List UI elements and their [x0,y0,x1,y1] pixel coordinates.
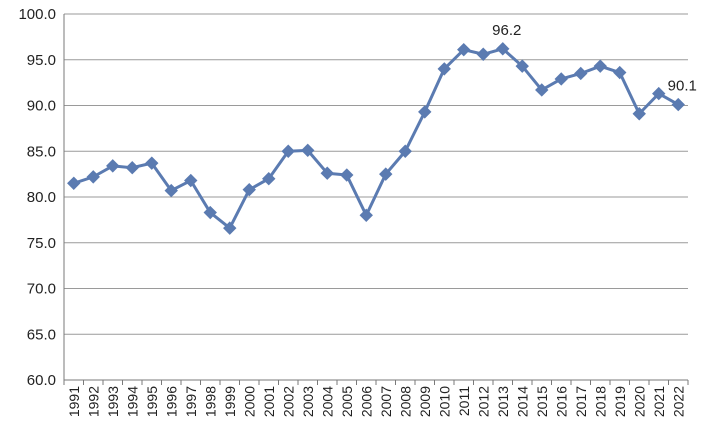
x-tick-label: 2000 [241,386,257,417]
data-point-2001 [262,171,276,186]
x-tick-label: 2004 [319,386,335,417]
y-tick-label: 95.0 [27,52,56,69]
data-point-2012 [476,47,490,61]
x-tick-label: 1994 [124,386,140,417]
data-point-2004 [320,166,334,180]
x-tick-label: 2005 [339,386,355,417]
data-point-2014 [515,59,529,73]
x-tick-label: 2020 [631,386,647,417]
x-tick-label: 1996 [163,386,179,417]
x-tick-label: 2021 [651,386,667,417]
x-axis-tick-labels: 1991 1992 1993 1994 1995 1996 1997 1998 1999 2000… [66,386,687,417]
x-tick-label: 2007 [378,386,394,417]
x-tick-label: 2022 [670,386,686,417]
data-point-2021 [652,86,666,101]
data-labels: 96.2 90.1 [492,22,697,95]
data-point-2002 [281,144,295,158]
data-point-1992 [86,170,100,184]
series [67,42,685,235]
x-tick-label: 2013 [495,386,511,417]
x-tick-label: 1999 [222,386,238,417]
data-label-2013: 96.2 [492,22,521,39]
data-point-2007 [379,167,393,181]
x-tick-label: 2016 [553,386,569,417]
data-point-1995 [145,156,159,170]
data-point-2005 [340,168,354,182]
x-tick-label: 1991 [66,386,82,417]
y-axis-tick-labels: 60.0 65.0 70.0 75.0 80.0 85.0 90.0 95.0 100.0 [18,6,56,389]
axes [63,14,689,385]
x-tick-label: 2010 [436,386,452,417]
y-tick-label: 65.0 [27,326,56,343]
x-tick-label: 2009 [417,386,433,417]
y-tick-label: 70.0 [27,281,56,298]
x-tick-label: 1995 [144,386,160,417]
x-tick-label: 2002 [280,386,296,417]
gridlines [64,13,688,335]
y-tick-label: 75.0 [27,235,56,252]
data-point-1993 [106,159,120,173]
data-point-2011 [457,42,471,57]
data-point-2006 [359,208,373,223]
data-point-1996 [164,183,178,198]
data-point-2017 [574,66,588,81]
y-tick-label: 100.0 [18,6,56,23]
data-point-1994 [125,161,139,175]
data-point-2009 [418,105,432,119]
x-tick-label: 1998 [202,386,218,417]
x-tick-label: 2015 [534,386,550,417]
data-point-1991 [67,176,81,190]
x-tick-label: 2012 [475,386,491,417]
data-point-2020 [632,107,646,121]
x-tick-label: 2011 [456,386,472,416]
x-tick-label: 2019 [612,386,628,417]
x-tick-label: 2001 [261,386,277,417]
data-point-2022 [671,97,685,112]
data-point-2016 [554,72,568,86]
data-point-1998 [203,205,217,220]
data-point-2019 [613,65,627,80]
x-tick-label: 1997 [183,386,199,417]
data-point-2003 [301,143,315,158]
y-tick-label: 85.0 [27,143,56,160]
x-tick-label: 2017 [573,386,589,417]
y-tick-label: 90.0 [27,98,56,115]
y-tick-label: 80.0 [27,189,56,206]
data-point-2000 [242,182,256,197]
data-point-2018 [593,59,607,73]
data-point-2015 [535,83,549,97]
data-point-2010 [437,62,451,76]
x-tick-label: 2006 [358,386,374,417]
x-tick-label: 2003 [300,386,316,417]
series-line [73,47,679,230]
data-point-1997 [184,173,198,188]
x-tick-label: 2014 [514,386,530,417]
y-tick-label: 60.0 [27,372,56,389]
data-point-2008 [398,144,412,158]
x-tick-label: 2018 [592,386,608,417]
data-point-2013 [496,42,510,56]
x-tick-label: 1992 [85,386,101,417]
x-tick-label: 1993 [105,386,121,417]
data-point-1999 [223,221,237,235]
x-tick-label: 2008 [397,386,413,417]
data-label-2022: 90.1 [668,78,697,95]
